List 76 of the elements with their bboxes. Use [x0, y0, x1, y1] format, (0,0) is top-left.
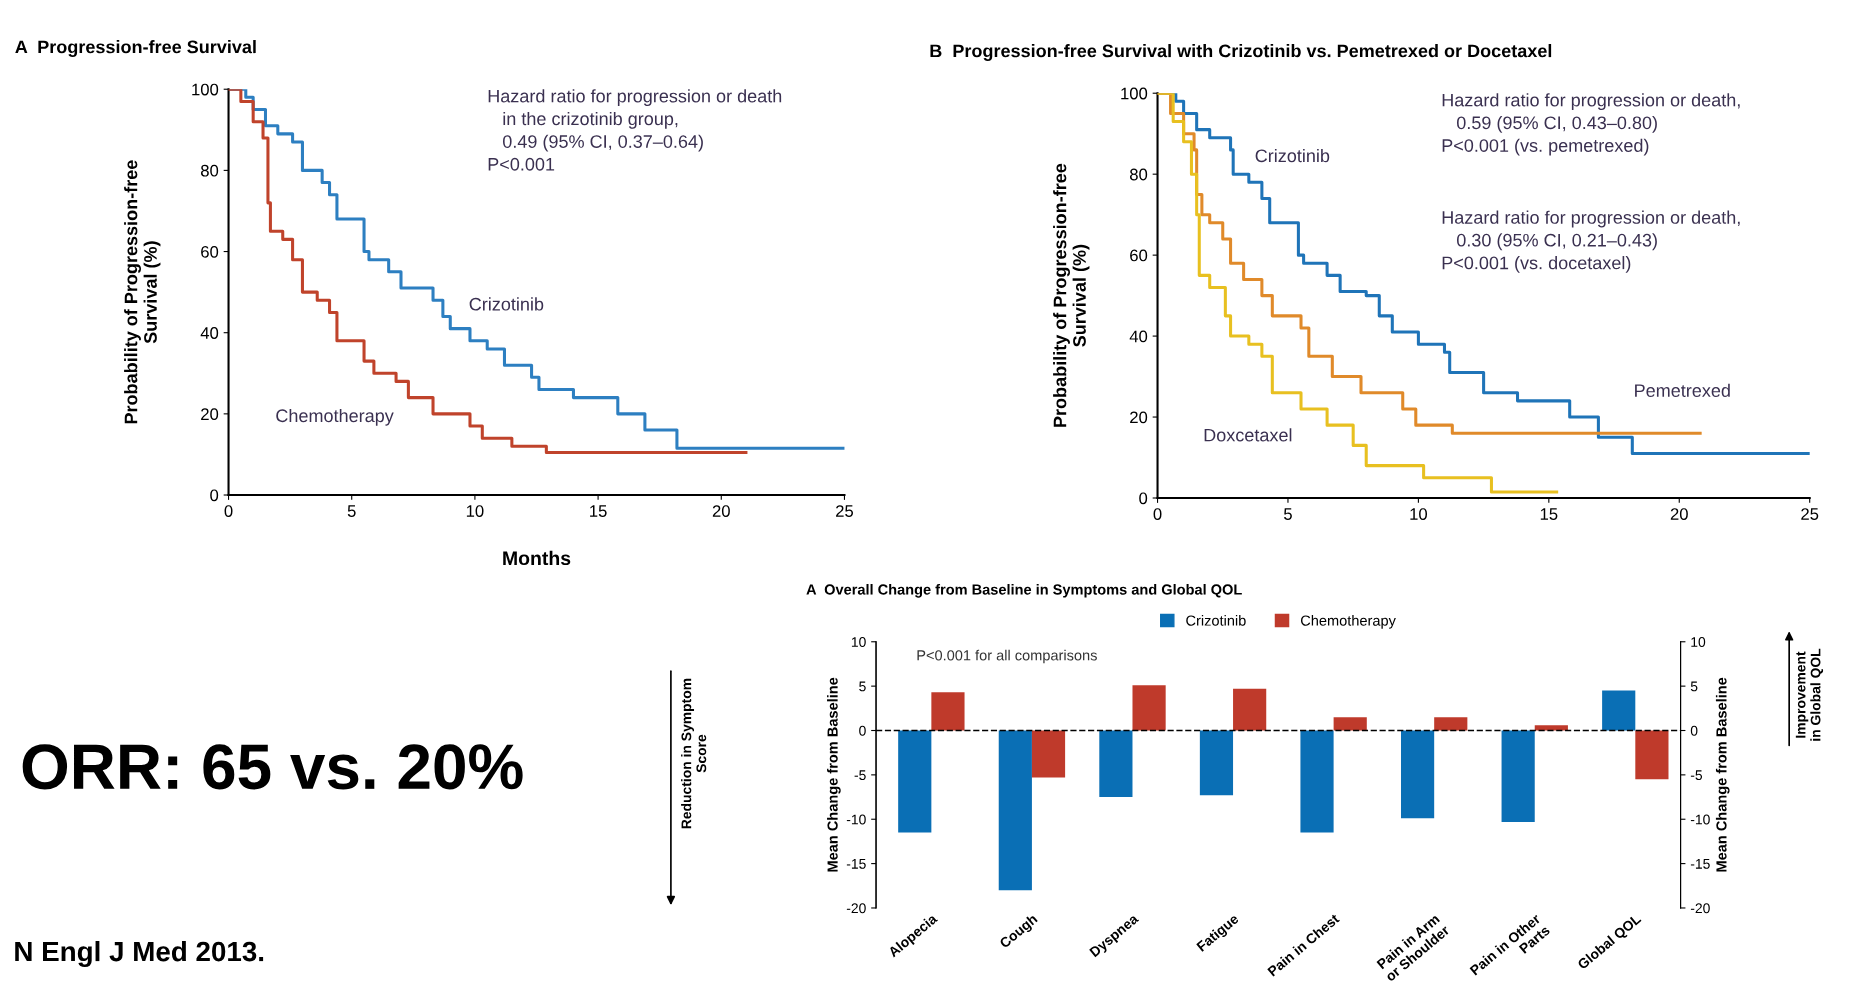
y-tick-label: 5	[859, 681, 866, 692]
y-tick-label: 80	[201, 164, 219, 177]
x-tick-label: 5	[1284, 508, 1292, 520]
bar	[1635, 730, 1669, 780]
y-axis-title: Probability of Progression-free Survival (%)	[1053, 163, 1090, 427]
legend-label: Chemotherapy	[1300, 615, 1396, 629]
bar	[1031, 730, 1066, 778]
y2-tick-label: 5	[1690, 681, 1698, 692]
bar	[1099, 730, 1133, 798]
bar	[1501, 730, 1535, 822]
bar	[898, 730, 932, 833]
x-tick-label: 10	[1410, 508, 1428, 520]
x-tick-label: 20	[1670, 508, 1688, 520]
y-tick-label: 100	[1121, 87, 1148, 100]
x-tick-label: 20	[712, 505, 730, 517]
text: Reduction in Symptom Score	[681, 678, 707, 829]
y-tick-label: -5	[854, 770, 866, 781]
y-tick-label: 60	[201, 245, 219, 258]
y2-tick-label: -10	[1690, 814, 1710, 825]
bar	[1132, 685, 1166, 731]
x-tick-label: 25	[836, 505, 854, 517]
series-label: Chemotherapy	[276, 408, 394, 426]
y-tick-label: 40	[1129, 330, 1148, 343]
text: ORR: 65 vs. 20%	[22, 744, 523, 790]
y-tick-label: 0	[859, 725, 866, 736]
x-tick-label: 5	[347, 505, 356, 517]
bar	[1300, 730, 1334, 833]
bar	[931, 692, 965, 731]
x-tick-label: 15	[590, 505, 607, 517]
y-tick-label: 80	[1130, 168, 1148, 181]
legend-label: Crizotinib	[1186, 615, 1246, 626]
bar	[1233, 688, 1267, 731]
y2-tick-label: 0	[1690, 725, 1698, 736]
y2-tick-label: 10	[1691, 637, 1706, 647]
bar	[1602, 690, 1636, 731]
annotation: Hazard ratio for progression or death in the crizotinib group, 0.49 (95% CI, 0.37–0.64) P<0.001	[488, 89, 782, 171]
chart-title: B Progression-free Survival with Crizotinib vs. Pemetrexed or Docetaxel	[930, 44, 1552, 61]
y2-tick-label: -15	[1690, 859, 1710, 869]
series-label: Crizotinib	[1255, 148, 1330, 163]
y-tick-label: 10	[851, 637, 866, 647]
y-tick-label: 20	[1130, 411, 1148, 424]
bar	[1400, 730, 1435, 819]
y2-tick-label: -5	[1690, 770, 1703, 781]
y-tick-label: 100	[192, 83, 219, 96]
x-tick-label: 15	[1540, 508, 1558, 520]
series-label: Crizotinib	[469, 297, 544, 311]
y2-tick-label: -20	[1690, 903, 1710, 914]
y-tick-label: 40	[200, 327, 219, 339]
annotation: Hazard ratio for progression or death, 0.30 (95% CI, 0.21–0.43) P<0.001 (vs. docetaxel)	[1442, 210, 1740, 273]
y-tick-label: -20	[846, 903, 866, 914]
y-axis-title: Probability of Progression-free Survival (%)	[124, 160, 161, 424]
bar	[1199, 730, 1234, 796]
y-tick-label: 0	[210, 489, 219, 502]
x-tick-label: 0	[1153, 508, 1162, 520]
y2-axis-title: Mean Change from Baseline	[1715, 677, 1730, 872]
chart-title: A Progression-free Survival	[15, 40, 256, 57]
x-tick-label: 25	[1801, 508, 1819, 520]
x-axis-title: Months	[503, 550, 571, 566]
chart-title: A Overall Change from Baseline in Symptoms and Global QOL	[806, 583, 1242, 598]
series-label: Doxcetaxel	[1204, 428, 1292, 442]
y-tick-label: 20	[201, 408, 219, 421]
y-axis-title: Mean Change from Baseline	[827, 677, 841, 872]
annotation: Hazard ratio for progression or death, 0.59 (95% CI, 0.43–0.80) P<0.001 (vs. pemetrexed)	[1442, 93, 1740, 156]
text: N Engl J Med 2013.	[15, 940, 264, 967]
bar	[998, 730, 1032, 891]
x-tick-label: 0	[224, 505, 233, 517]
y-tick-label: -15	[846, 859, 866, 869]
x-tick-label: 10	[466, 505, 484, 517]
y-tick-label: 0	[1139, 492, 1148, 505]
text: Pemetrexed	[1635, 383, 1730, 397]
annotation: P<0.001 for all comparisons	[917, 649, 1097, 664]
bar	[1333, 717, 1367, 731]
text: Improvement in Global QOL	[1795, 648, 1824, 741]
y-tick-label: 60	[1130, 249, 1148, 262]
y-tick-label: -10	[846, 814, 866, 825]
bar	[1434, 717, 1468, 731]
